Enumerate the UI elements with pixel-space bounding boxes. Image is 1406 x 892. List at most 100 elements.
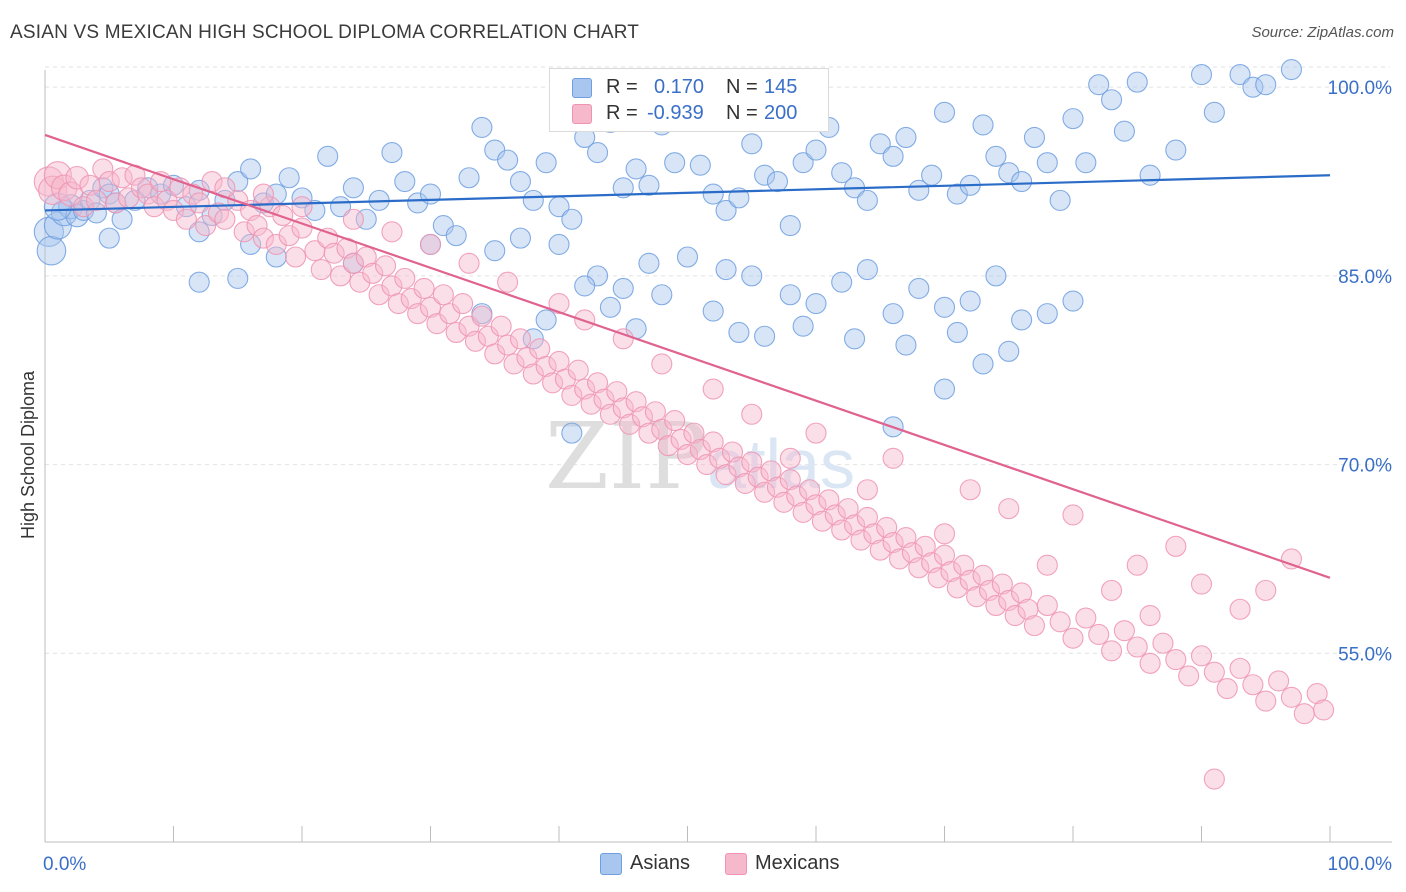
x-tick-label-0: 0.0% [43,854,86,875]
point-asians-59 [715,199,737,222]
bottom-legend-swatch-mexicans [725,853,747,875]
point-asians-101 [188,221,210,243]
legend-n-label: N = [726,76,758,98]
point-asians-66 [805,139,827,161]
legend-r-value: -0.939 [647,102,704,124]
point-mexicans-131 [888,548,911,570]
point-mexicans-15 [130,177,152,199]
point-asians-77 [946,183,968,205]
point-asians-33 [381,142,403,164]
y-tick-label-2: 70.0% [1338,456,1392,477]
point-mexicans-66 [471,305,493,327]
point-asians-43 [509,170,532,193]
y-tick-label-1: 85.0% [1338,267,1392,288]
point-asians-80 [985,145,1007,167]
point-mexicans-79 [554,368,576,390]
point-asians-142 [946,321,968,344]
point-mexicans-95 [657,435,679,457]
point-mexicans-180 [998,498,1020,520]
point-asians-35 [407,192,429,214]
point-mexicans-32 [246,214,268,237]
point-asians-121 [933,296,956,318]
point-asians-60 [728,187,750,209]
point-asians-89 [1101,89,1123,111]
point-mexicans-135 [914,535,936,557]
point-mexicans-159 [1113,620,1135,642]
point-mexicans-116 [792,501,814,523]
point-mexicans-161 [1139,652,1161,674]
point-asians-63 [766,170,789,193]
point-mexicans-60 [432,284,454,306]
point-asians-45 [535,152,557,174]
x-tick-label-1: 100.0% [1328,854,1393,875]
point-asians-132 [574,275,596,297]
point-mexicans-57 [413,277,435,300]
point-mexicans-196 [252,183,275,205]
point-mexicans-92 [638,422,660,444]
point-asians-98 [1255,74,1277,96]
point-mexicans-203 [1101,579,1123,601]
legend-n-label: N = [726,102,758,124]
point-mexicans-30 [233,221,255,243]
point-mexicans-24 [188,192,210,214]
point-asians-40 [471,116,493,138]
point-mexicans-150 [1011,582,1033,604]
point-mexicans-71 [503,353,525,375]
point-asians-117 [831,271,853,293]
point-asians-130 [522,328,544,350]
point-mexicans-2 [43,161,72,190]
legend-swatch-asians [572,78,592,98]
point-asians-51 [612,177,634,199]
point-mexicans-41 [310,259,332,281]
point-mexicans-62 [445,321,467,344]
point-asians-119 [882,303,904,325]
point-asians-102 [240,233,262,255]
point-asians-138 [754,325,776,347]
point-mexicans-80 [561,384,583,406]
point-asians-92 [1139,164,1161,186]
point-asians-143 [972,353,994,375]
point-mexicans-172 [1280,686,1302,708]
point-mexicans-190 [497,271,519,293]
watermark: ZIPatlas [545,403,855,510]
point-asians-79 [972,114,994,136]
point-asians-49 [586,142,609,164]
point-mexicans-19 [156,189,178,211]
point-asians-84 [1036,152,1058,174]
point-mexicans-149 [1004,604,1026,627]
point-mexicans-155 [1062,627,1084,649]
point-mexicans-127 [863,523,885,545]
point-mexicans-111 [760,460,782,482]
point-mexicans-103 [709,447,731,469]
legend-r-label: R = [606,102,638,124]
point-asians-141 [895,334,917,356]
point-mexicans-202 [1139,604,1161,627]
point-mexicans-115 [786,485,808,507]
point-mexicans-33 [252,227,275,249]
legend-n-value: 200 [764,102,798,124]
point-mexicans-58 [419,296,442,318]
point-asians-31 [355,208,377,230]
point-mexicans-192 [419,233,442,255]
point-mexicans-157 [1088,623,1110,645]
point-asians-9 [92,177,114,199]
point-asians-113 [715,259,737,281]
point-asians-39 [458,167,480,189]
point-mexicans-99 [683,422,705,444]
axes [44,70,1392,843]
point-mexicans-22 [175,208,197,230]
point-mexicans-10 [98,170,120,193]
point-mexicans-5 [65,165,89,190]
point-asians-21 [227,170,249,193]
point-mexicans-3 [50,174,78,202]
point-asians-127 [188,271,210,293]
point-mexicans-77 [542,372,564,394]
point-mexicans-106 [728,456,750,478]
point-asians-103 [265,246,287,268]
point-mexicans-74 [522,363,544,385]
point-mexicans-83 [580,393,602,415]
legend-swatch-mexicans [572,104,592,124]
point-mexicans-53 [387,292,409,315]
point-mexicans-207 [779,447,801,469]
